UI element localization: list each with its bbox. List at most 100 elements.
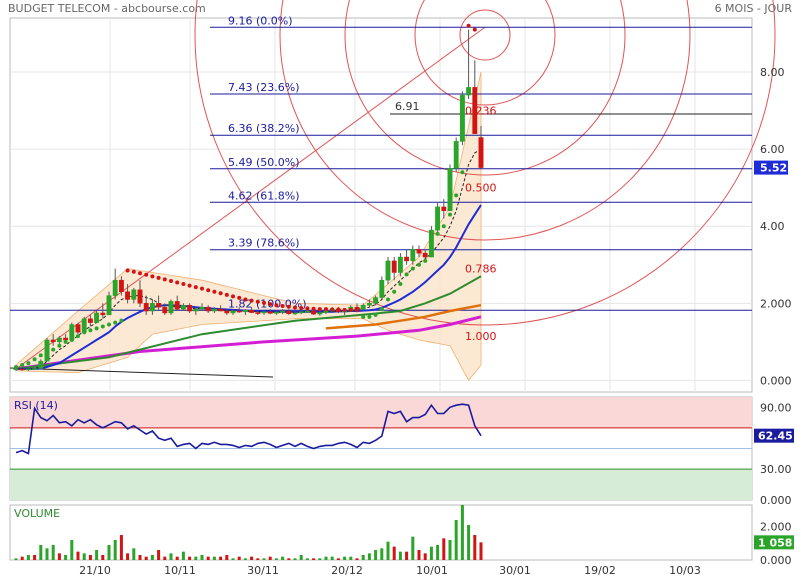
sar-dot (156, 275, 161, 280)
date-tick-label: 10/01 (416, 564, 448, 577)
fan-ratio-label: 0.500 (465, 182, 497, 195)
sar-dot (131, 269, 136, 274)
sar-dot (231, 294, 235, 299)
sar-dot (373, 312, 378, 317)
candle-body (19, 368, 25, 371)
sar-dot (286, 304, 291, 309)
volume-bar (361, 555, 365, 560)
price-tick-label: 2.000 (760, 297, 792, 310)
fibonacci-label: 3.39 (78.6%) (228, 237, 300, 250)
sar-dot (38, 353, 43, 358)
candle-body (311, 310, 317, 315)
rsi-line (15, 403, 482, 455)
candle-body (373, 297, 379, 304)
volume-bar (479, 542, 483, 560)
fibonacci-arc (279, 0, 691, 241)
candle-body (391, 260, 397, 273)
volume-bar (268, 556, 272, 560)
candle-body (453, 141, 459, 169)
sar-dot (187, 283, 192, 288)
candle-body (125, 291, 131, 300)
volume-bar (473, 535, 477, 560)
volume-bar (113, 540, 117, 560)
candle-body (149, 303, 155, 312)
candle-body (466, 87, 472, 96)
sar-dot (113, 320, 118, 325)
volume-label: VOLUME (14, 507, 60, 520)
sar-dot (150, 274, 155, 279)
price-axis: 8.00 6.00 4.00 2.000 0.000 5.52 (754, 66, 792, 387)
fibonacci-label: 4.62 (61.8%) (228, 189, 300, 202)
candle-body (404, 256, 410, 262)
candle-body (205, 306, 211, 312)
sar-dot (107, 322, 111, 327)
fibonacci-label: 6.36 (38.2%) (228, 122, 300, 135)
fibonacci-arcs (9, 0, 776, 378)
candle-body (255, 312, 261, 314)
candle-body (459, 94, 465, 142)
volume-last-value: 1 058 (758, 536, 792, 549)
candle-body (50, 339, 56, 343)
candle-body (168, 301, 174, 314)
rsi-overbought-zone (10, 397, 752, 428)
sar-dot (355, 308, 359, 313)
candle-body (304, 310, 310, 313)
candle-body (267, 311, 273, 314)
candle-body (193, 308, 199, 312)
candle-body (323, 310, 329, 313)
volume-bar (355, 558, 359, 560)
volume-bar (367, 553, 371, 560)
volume-bar (231, 558, 235, 560)
parabolic-sar (14, 23, 477, 369)
volume-bar (256, 558, 260, 560)
ma20-line (16, 204, 482, 370)
candle-body (32, 368, 38, 370)
price-tick-label: 6.00 (760, 143, 785, 156)
volume-bar (423, 553, 427, 560)
sar-dot (305, 306, 310, 311)
volume-bar (26, 555, 30, 560)
volume-bar (194, 556, 198, 560)
chart-title: BUDGET TELECOM - abcbourse.com (8, 2, 206, 15)
candle-body (162, 306, 168, 314)
volume-bar (237, 556, 241, 560)
candle-body (422, 252, 428, 258)
date-tick-label: 20/12 (331, 564, 363, 577)
volume-bar (411, 536, 415, 560)
fibonacci-fan-line (15, 26, 486, 370)
volume-bar (454, 520, 458, 560)
volume-bar (219, 556, 223, 560)
volume-bar (349, 556, 353, 560)
volume-bar (76, 551, 80, 560)
candle-body (118, 279, 124, 293)
price-tick-label: 8.00 (760, 66, 785, 79)
sar-dot (410, 266, 415, 271)
candle-body (143, 303, 149, 312)
volume-bar (95, 550, 99, 560)
candle-body (56, 337, 62, 343)
volume-bar (274, 558, 278, 560)
sar-dot (398, 282, 403, 287)
volume-bar (336, 558, 340, 560)
candle-body (230, 310, 236, 314)
volume-tick-label: 2.000 (760, 521, 792, 534)
volume-bar (442, 538, 446, 560)
fan-ratio-label: 1.000 (465, 330, 497, 343)
sar-dot (243, 297, 248, 302)
fibonacci-arc (414, 0, 556, 106)
sar-dot (317, 307, 322, 312)
sar-dot (212, 289, 217, 294)
candle-body (199, 306, 205, 310)
candle-body (472, 87, 478, 134)
volume-last-tag (754, 535, 794, 550)
fibonacci-arc (194, 0, 776, 326)
fan-ratio-labels: 0.236 0.500 0.786 1.000 (465, 105, 497, 344)
volume-bar (45, 548, 49, 560)
fibonacci-label: 7.43 (23.6%) (228, 81, 300, 94)
sar-dot (100, 324, 105, 329)
volume-bar (250, 556, 254, 560)
trend-line (9, 367, 274, 378)
sar-dot (361, 314, 366, 319)
candle-body (292, 312, 298, 315)
